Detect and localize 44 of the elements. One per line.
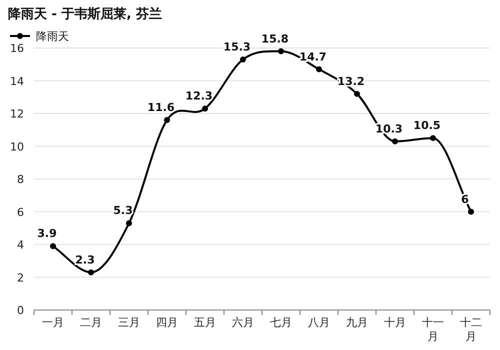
- x-tick-label: 一月: [42, 316, 64, 329]
- data-label: 2.3: [75, 253, 95, 266]
- y-tick-label: 6: [17, 206, 24, 219]
- x-tick-label: 三月: [118, 316, 140, 329]
- point: [430, 135, 436, 142]
- data-label: 15.3: [223, 40, 251, 54]
- y-tick-label: 10: [10, 140, 24, 154]
- data-label: 15.8: [261, 32, 289, 46]
- point: [240, 56, 246, 62]
- point: [164, 117, 170, 124]
- point: [126, 220, 132, 226]
- point: [392, 138, 398, 144]
- legend-label: 降雨天: [36, 30, 69, 43]
- x-tick-label: 十一月: [422, 316, 444, 343]
- point: [202, 106, 208, 112]
- point: [468, 208, 474, 215]
- point: [50, 243, 56, 250]
- point: [316, 66, 322, 72]
- x-tick-label: 九月: [346, 316, 368, 329]
- x-tick-label: 十月: [384, 316, 406, 329]
- x-tick-label: 二月: [80, 316, 102, 329]
- data-label: 3.9: [37, 227, 57, 240]
- chart-title: 降雨天 - 于韦斯屈莱, 芬兰: [8, 6, 162, 22]
- y-tick-label: 14: [10, 74, 24, 88]
- y-tick-label: 0: [17, 304, 24, 317]
- data-label: 11.6: [147, 101, 175, 114]
- x-tick-label: 十二月: [460, 316, 482, 343]
- point: [88, 269, 94, 276]
- x-tick-label: 六月: [232, 316, 254, 329]
- data-label: 10.5: [413, 119, 441, 132]
- x-tick-label: 八月: [308, 316, 330, 329]
- x-tick-label: 四月: [156, 316, 178, 329]
- point: [278, 48, 284, 54]
- x-tick-label: 七月: [270, 316, 292, 329]
- y-tick-label: 12: [10, 108, 24, 120]
- data-label: 5.3: [113, 204, 133, 218]
- x-tick-label: 五月: [194, 316, 216, 329]
- y-tick-label: 2: [17, 271, 24, 284]
- data-label: 14.7: [299, 50, 327, 64]
- data-label: 12.3: [185, 90, 213, 103]
- point: [354, 90, 360, 97]
- y-tick-label: 4: [17, 238, 24, 252]
- y-tick-label: 8: [17, 173, 24, 186]
- y-tick-label: 16: [10, 42, 24, 55]
